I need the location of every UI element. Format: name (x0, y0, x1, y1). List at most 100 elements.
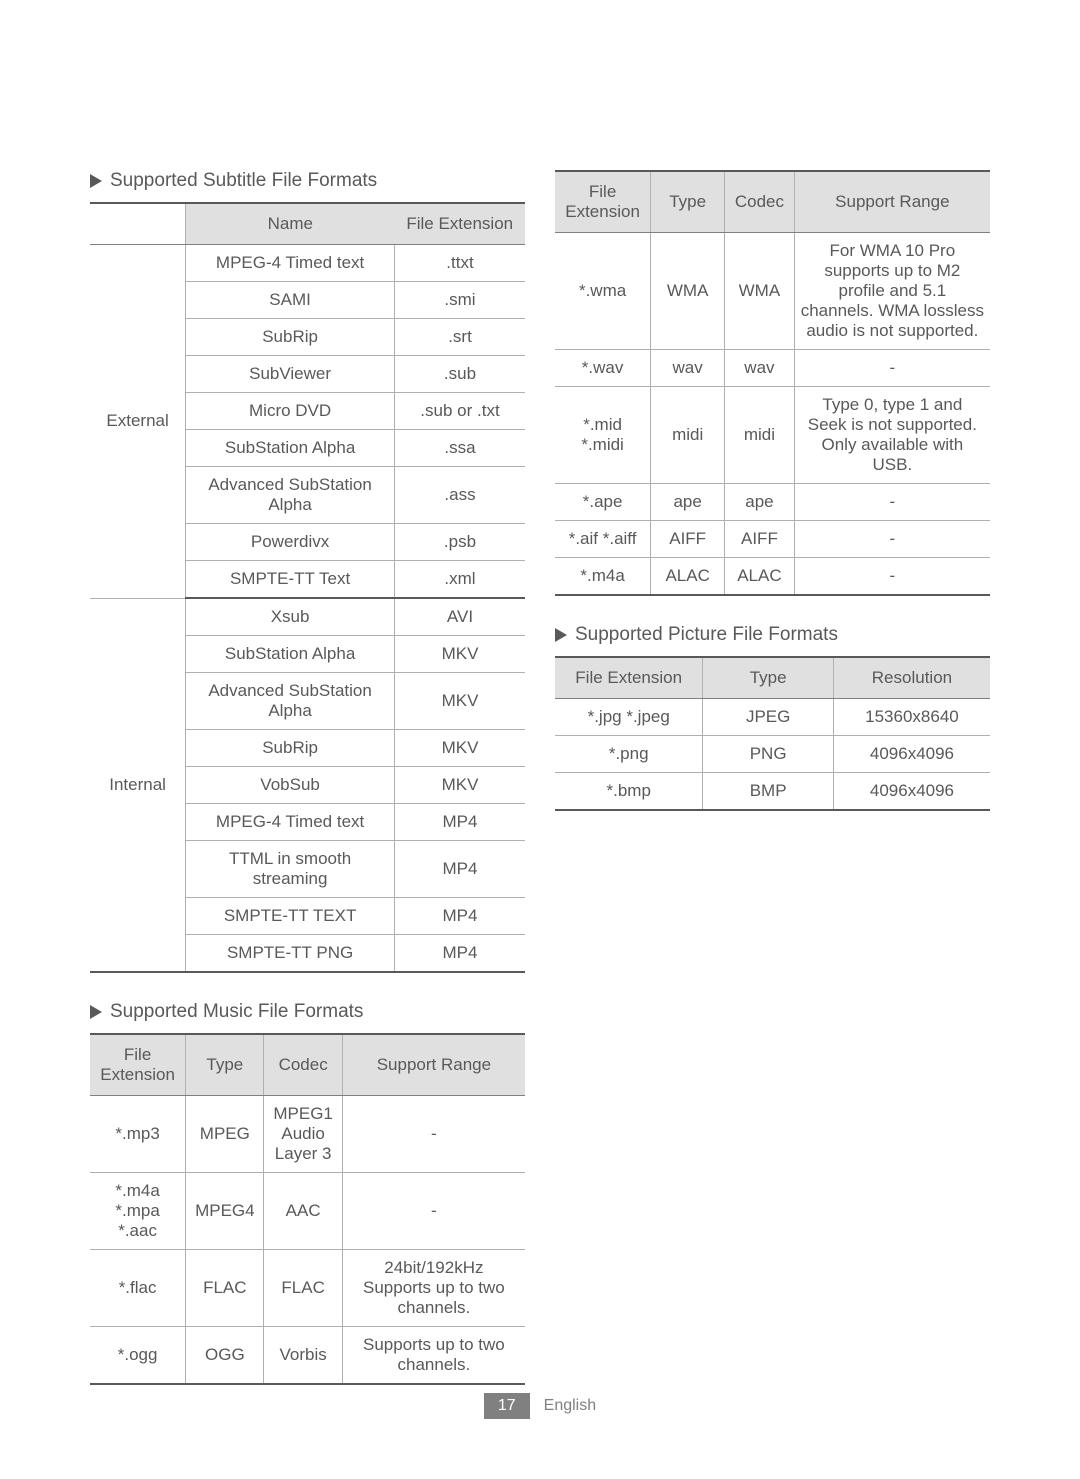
cell-ext: .sub or .txt (394, 393, 525, 430)
cell-ext: *.mid *.midi (555, 387, 651, 484)
cell-name: MPEG-4 Timed text (186, 245, 395, 282)
cell-ext: *.flac (90, 1250, 186, 1327)
cell-ext: .ass (394, 467, 525, 524)
cell-range: For WMA 10 Pro supports up to M2 profile… (794, 233, 990, 350)
cell-codec: AAC (264, 1173, 342, 1250)
cell-codec: ape (725, 484, 795, 521)
cell-codec: wav (725, 350, 795, 387)
cell-ext: .ssa (394, 430, 525, 467)
cell-range: - (794, 350, 990, 387)
cell-ext: MKV (394, 673, 525, 730)
th-blank (90, 203, 186, 245)
cell-ext: MP4 (394, 898, 525, 935)
th-codec: Codec (264, 1034, 342, 1096)
cell-ext: MP4 (394, 935, 525, 973)
th-range: Support Range (342, 1034, 525, 1096)
cell-codec: Vorbis (264, 1327, 342, 1385)
cell-res: 4096x4096 (833, 773, 990, 811)
cell-range: 24bit/192kHz Supports up to two channels… (342, 1250, 525, 1327)
th-type: Type (651, 171, 725, 233)
th-name: Name (186, 203, 395, 245)
cell-ext: *.m4a *.mpa *.aac (90, 1173, 186, 1250)
cell-codec: FLAC (264, 1250, 342, 1327)
cell-ext: *.png (555, 736, 703, 773)
th-ext: File Extension (90, 1034, 186, 1096)
cell-type: MPEG (186, 1096, 264, 1173)
cell-ext: MP4 (394, 841, 525, 898)
cell-name: SMPTE-TT Text (186, 561, 395, 599)
th-ext: File Extension (555, 171, 651, 233)
title-text: Supported Picture File Formats (575, 624, 838, 646)
cell-type: FLAC (186, 1250, 264, 1327)
cell-type: AIFF (651, 521, 725, 558)
cell-name: SubRip (186, 730, 395, 767)
cell-res: 4096x4096 (833, 736, 990, 773)
cell-type: ape (651, 484, 725, 521)
cell-name: Powerdivx (186, 524, 395, 561)
th-range: Support Range (794, 171, 990, 233)
cell-ext: *.ogg (90, 1327, 186, 1385)
th-ext: File Extension (555, 657, 703, 699)
subtitle-table: Name File Extension External MPEG-4 Time… (90, 202, 525, 973)
triangle-icon (90, 1005, 102, 1019)
page-number: 17 (484, 1393, 530, 1419)
cell-ext: .smi (394, 282, 525, 319)
page-language: English (544, 1397, 596, 1415)
cell-ext: MKV (394, 767, 525, 804)
left-column: Supported Subtitle File Formats Name Fil… (90, 170, 525, 1385)
cell-codec: ALAC (725, 558, 795, 596)
cell-name: TTML in smooth streaming (186, 841, 395, 898)
cell-codec: MPEG1 Audio Layer 3 (264, 1096, 342, 1173)
music-tbody-b: *.wmaWMAWMAFor WMA 10 Pro supports up to… (555, 233, 990, 596)
cell-ext: .sub (394, 356, 525, 393)
triangle-icon (90, 174, 102, 188)
cell-codec: midi (725, 387, 795, 484)
music-section-title: Supported Music File Formats (90, 1001, 525, 1023)
cell-range: - (794, 558, 990, 596)
cell-name: MPEG-4 Timed text (186, 804, 395, 841)
cell-range: - (342, 1096, 525, 1173)
cell-type: WMA (651, 233, 725, 350)
cell-range: - (794, 484, 990, 521)
th-codec: Codec (725, 171, 795, 233)
cell-ext: *.wma (555, 233, 651, 350)
th-res: Resolution (833, 657, 990, 699)
cell-type: JPEG (703, 699, 834, 736)
cell-name: SMPTE-TT TEXT (186, 898, 395, 935)
cell-name: Micro DVD (186, 393, 395, 430)
cell-ext: .xml (394, 561, 525, 599)
cell-ext: *.mp3 (90, 1096, 186, 1173)
right-column: File Extension Type Codec Support Range … (555, 170, 990, 1385)
cell-type: wav (651, 350, 725, 387)
cell-ext: *.wav (555, 350, 651, 387)
cell-type: OGG (186, 1327, 264, 1385)
cell-ext: *.ape (555, 484, 651, 521)
cell-codec: WMA (725, 233, 795, 350)
cell-ext: .ttxt (394, 245, 525, 282)
cell-type: midi (651, 387, 725, 484)
th-type: Type (186, 1034, 264, 1096)
cell-range: - (342, 1173, 525, 1250)
cell-name: SMPTE-TT PNG (186, 935, 395, 973)
cell-ext: .psb (394, 524, 525, 561)
cell-ext: .srt (394, 319, 525, 356)
cell-ext: *.bmp (555, 773, 703, 811)
cell-range: Supports up to two channels. (342, 1327, 525, 1385)
group-external: External (90, 245, 186, 599)
cell-ext: *.m4a (555, 558, 651, 596)
cell-ext: AVI (394, 598, 525, 636)
cell-res: 15360x8640 (833, 699, 990, 736)
cell-ext: *.aif *.aiff (555, 521, 651, 558)
cell-type: ALAC (651, 558, 725, 596)
subtitle-tbody: External MPEG-4 Timed text .ttxt SAMI.sm… (90, 245, 525, 973)
subtitle-section-title: Supported Subtitle File Formats (90, 170, 525, 192)
cell-codec: AIFF (725, 521, 795, 558)
cell-type: BMP (703, 773, 834, 811)
cell-name: SubStation Alpha (186, 430, 395, 467)
cell-ext: *.jpg *.jpeg (555, 699, 703, 736)
cell-range: Type 0, type 1 and Seek is not supported… (794, 387, 990, 484)
music-table-a: File Extension Type Codec Support Range … (90, 1033, 525, 1385)
cell-name: Advanced SubStation Alpha (186, 467, 395, 524)
cell-name: SubViewer (186, 356, 395, 393)
cell-ext: MKV (394, 636, 525, 673)
